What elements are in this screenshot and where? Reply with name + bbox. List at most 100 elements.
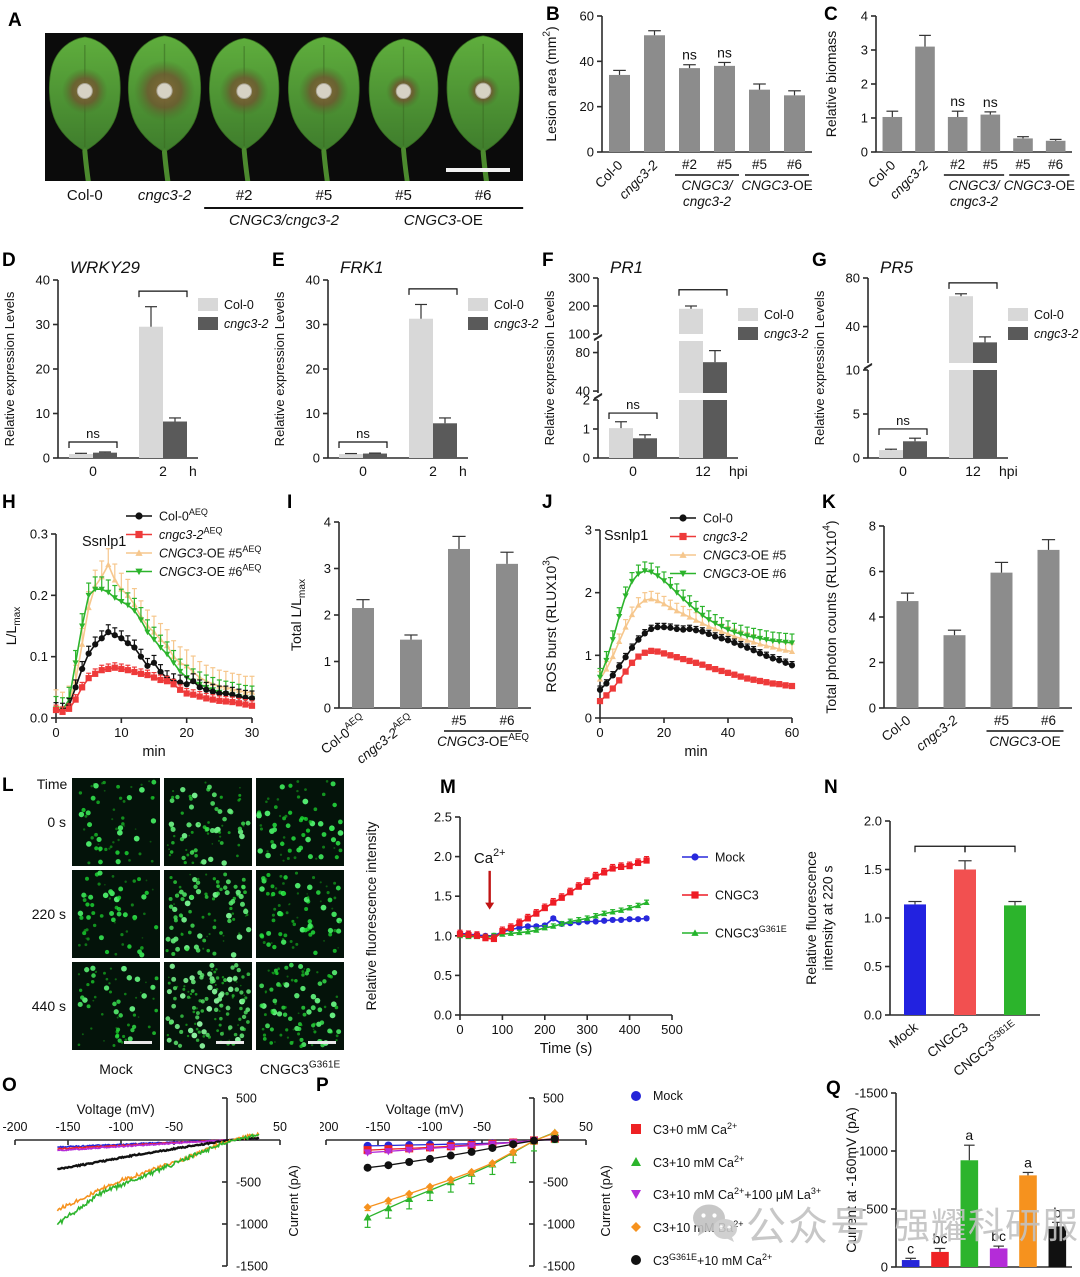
panel-L-label: L [2, 775, 14, 796]
svg-text:Col-0: Col-0 [224, 298, 254, 312]
svg-text:CNGC3/cngc3-2: CNGC3/cngc3-2 [681, 178, 733, 209]
svg-text:-150: -150 [55, 1120, 80, 1134]
svg-text:Col-0: Col-0 [494, 298, 524, 312]
svg-text:30: 30 [36, 317, 50, 332]
panel-M-label: M [440, 777, 456, 798]
panel-P-chart: -200 -150 -100 -50 50 Voltage (mV) 500 -500 -100… [313, 1073, 622, 1277]
legend-item: Mock [628, 1080, 878, 1113]
svg-text:#2: #2 [682, 157, 697, 172]
svg-text:0: 0 [52, 725, 59, 740]
svg-text:40: 40 [580, 54, 594, 69]
svg-text:-200: -200 [2, 1120, 27, 1134]
svg-text:0: 0 [313, 451, 320, 466]
svg-text:cngc3-2: cngc3-2 [764, 327, 809, 341]
svg-text:CNGC3G361E​: CNGC3G361E​ [260, 1060, 341, 1075]
svg-text:Voltage (mV): Voltage (mV) [77, 1102, 155, 1117]
svg-text:4: 4 [324, 515, 331, 530]
panel-N-label: N [824, 777, 838, 798]
svg-text:#5: #5 [1015, 157, 1030, 172]
svg-text:40: 40 [721, 725, 735, 740]
svg-text:CNGC3/cngc3-2: CNGC3/cngc3-2 [948, 178, 1000, 209]
svg-text:0: 0 [853, 451, 860, 466]
panel-K-chart: 0 2 4 6 8 Total photon counts (RLUX104) Col-0 c… [820, 490, 1080, 778]
svg-text:ns: ns [356, 426, 370, 441]
svg-text:0: 0 [585, 711, 592, 726]
svg-text:Mock: Mock [715, 851, 746, 865]
svg-text:0: 0 [869, 701, 876, 716]
svg-text:8: 8 [869, 519, 876, 534]
svg-text:40: 40 [36, 273, 50, 288]
svg-text:2: 2 [324, 608, 331, 623]
svg-text:12: 12 [695, 463, 711, 479]
svg-text:ns: ns [896, 413, 910, 428]
svg-text:ns: ns [682, 47, 697, 63]
svg-text:FRK1: FRK1 [340, 258, 383, 277]
svg-text:CNGC3-OE: CNGC3-OE [404, 212, 483, 229]
svg-text:300: 300 [576, 1022, 598, 1037]
legend-item: C3+10 mM Ca2++100 μM La3+ [628, 1178, 878, 1211]
svg-text:80: 80 [846, 271, 860, 286]
svg-text:100: 100 [568, 327, 590, 342]
svg-text:ns: ns [86, 426, 100, 441]
svg-text:-500: -500 [236, 1176, 261, 1190]
svg-text:80: 80 [576, 345, 590, 360]
svg-text:h: h [189, 463, 197, 479]
panel-N-chart: 0.0 0.5 1.0 1.5 2.0 Relative fluorescenceinte… [800, 773, 1080, 1079]
svg-text:1: 1 [861, 111, 868, 126]
svg-text:Relative fluorescence intensit: Relative fluorescence intensity [363, 821, 379, 1010]
svg-text:cngc3-2: cngc3-2 [616, 157, 661, 202]
panel-A-label: A [8, 10, 22, 31]
svg-text:CNGC3/cngc3-2: CNGC3/cngc3-2 [229, 212, 340, 229]
svg-text:bc: bc [991, 1228, 1006, 1244]
svg-text:0: 0 [456, 1022, 463, 1037]
panel-K-label: K [822, 492, 836, 513]
svg-text:#5: #5 [717, 157, 732, 172]
triDown-marker-icon [631, 1190, 641, 1200]
svg-text:Total photon counts (RLUX104): Total photon counts (RLUX104) [822, 520, 839, 713]
svg-text:300: 300 [568, 271, 590, 286]
svg-text:60: 60 [785, 725, 799, 740]
svg-text:10: 10 [306, 406, 320, 421]
panel-G-label: G [812, 250, 827, 271]
panel-D-label: D [2, 250, 16, 271]
svg-text:Col-0: Col-0 [703, 512, 733, 526]
svg-text:#6: #6 [787, 157, 802, 172]
svg-text:40: 40 [576, 384, 590, 399]
svg-text:0.3: 0.3 [30, 527, 48, 542]
svg-text:1.5: 1.5 [434, 889, 452, 904]
svg-text:CNGC3-OE: CNGC3-OE [989, 734, 1060, 749]
svg-text:0.2: 0.2 [30, 588, 48, 603]
svg-text:1.0: 1.0 [864, 911, 882, 926]
svg-text:Time (s): Time (s) [540, 1041, 593, 1057]
svg-text:Ssnlp1: Ssnlp1 [604, 528, 648, 544]
svg-text:CNGC3-OE: CNGC3-OE [741, 178, 812, 193]
legend-label: C3+10 mM Ca2++100 μM La3+ [653, 1186, 822, 1203]
watermark: 公众号 强耀科研服务 [692, 1194, 1080, 1252]
panel-E-label: E [272, 250, 285, 271]
svg-text:Col-0AEQ​: Col-0AEQ​ [159, 507, 208, 524]
svg-text:Total L/Lmax​: Total L/Lmax​ [288, 579, 308, 651]
svg-text:PR5: PR5 [880, 258, 914, 277]
svg-text:CNGC3-OE #6AEQ​: CNGC3-OE #6AEQ​ [159, 562, 261, 579]
svg-text:10: 10 [36, 406, 50, 421]
circle-marker-icon [631, 1091, 641, 1102]
panel-G-chart: 0 5 10 40 80 Relative expression Levels PR5 0 12… [810, 246, 1080, 492]
svg-text:Ssnlp1: Ssnlp1 [82, 534, 126, 550]
svg-text:0: 0 [359, 463, 367, 479]
svg-text:-100: -100 [108, 1120, 133, 1134]
svg-text:12: 12 [965, 463, 981, 479]
svg-text:cngc3-2: cngc3-2 [703, 530, 748, 544]
svg-text:2: 2 [869, 655, 876, 670]
watermark-text-2: 强耀科研服务 [894, 1205, 1080, 1246]
svg-text:1.5: 1.5 [864, 862, 882, 877]
circle-marker-icon [631, 1254, 641, 1265]
svg-text:0.1: 0.1 [30, 649, 48, 664]
legend-item: C3G361E+10 mM Ca2+ [628, 1243, 878, 1276]
svg-text:500: 500 [661, 1022, 683, 1037]
svg-text:#5: #5 [395, 187, 412, 204]
svg-text:-1500: -1500 [543, 1260, 575, 1274]
svg-text:10: 10 [846, 363, 860, 378]
svg-text:CNGC3-OE #5: CNGC3-OE #5 [703, 549, 786, 563]
svg-text:Mock: Mock [886, 1019, 921, 1051]
panel-O-label: O [2, 1075, 17, 1096]
